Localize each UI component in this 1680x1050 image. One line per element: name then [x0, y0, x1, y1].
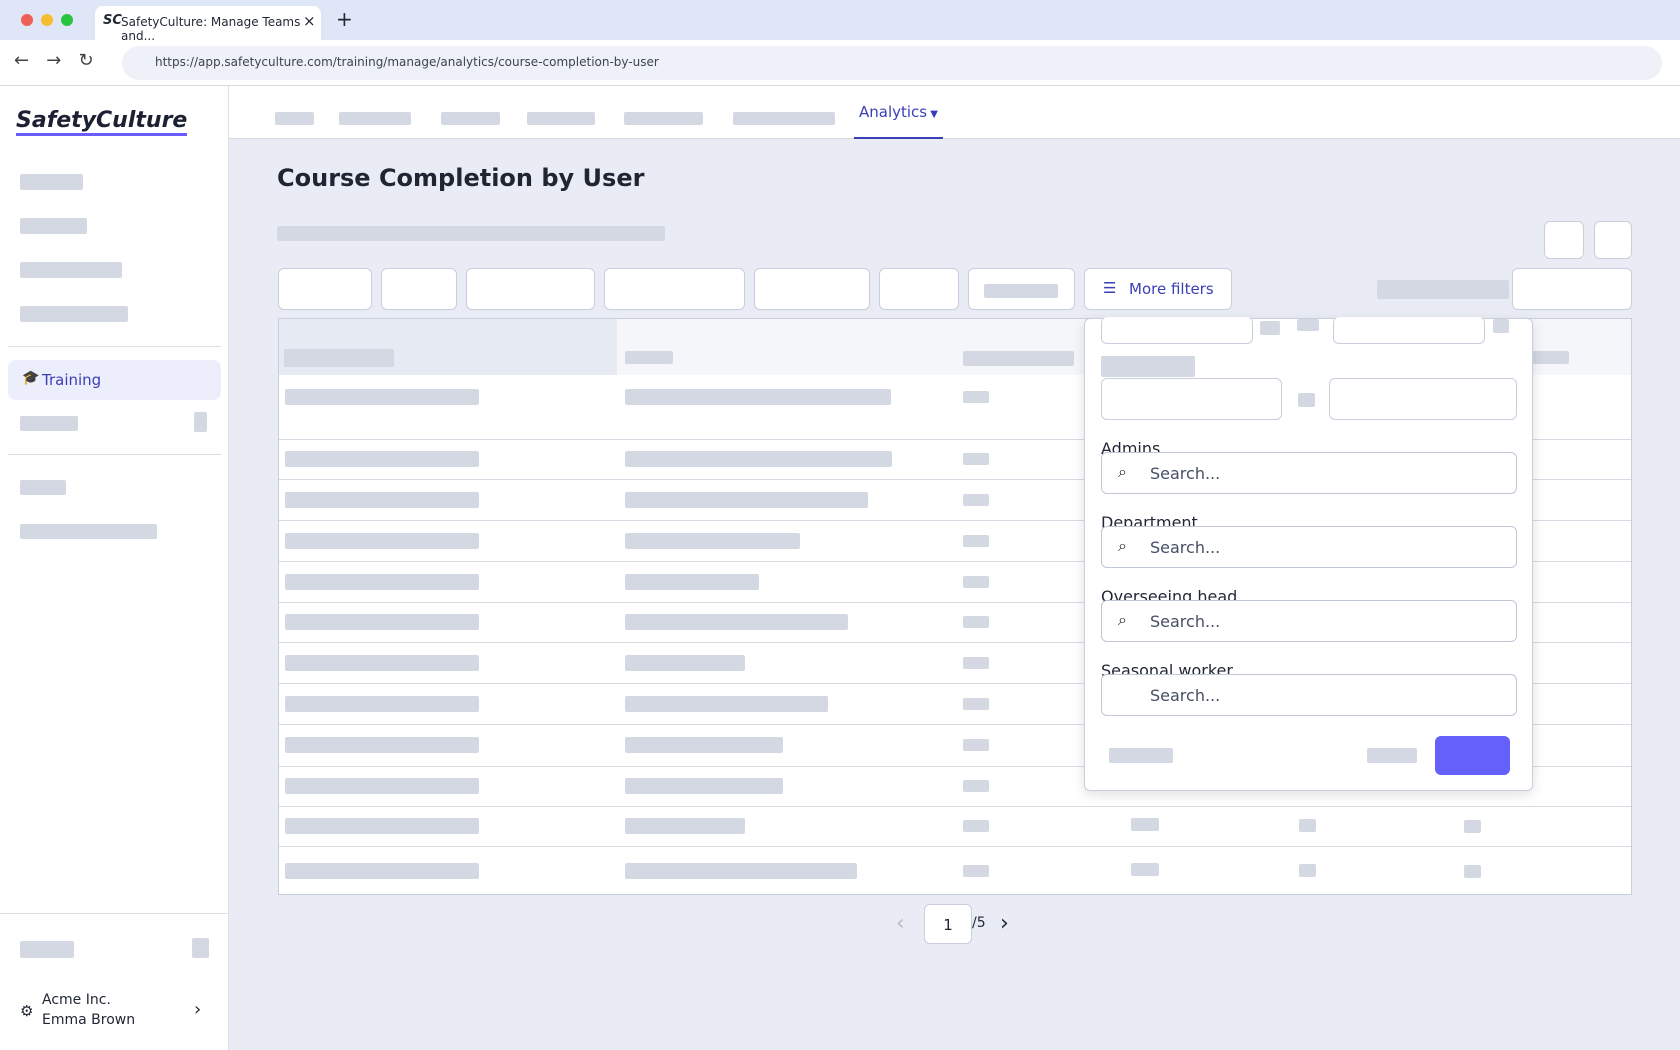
- url: https://app.safetyculture.com/training/m…: [155, 55, 659, 69]
- apply-button[interactable]: [1435, 736, 1510, 775]
- tab-bar: SafetyCulture: Manage Teams and... SC × …: [0, 0, 1680, 43]
- url-field[interactable]: https://app.safetyculture.com/training/m…: [122, 46, 1662, 80]
- tab-label: Analytics: [859, 103, 928, 121]
- search-input[interactable]: ⌕ Search...: [1101, 452, 1517, 494]
- tab[interactable]: SafetyCulture: Manage Teams and... SC ×: [95, 6, 321, 43]
- page-number: 1: [943, 916, 953, 934]
- placeholder: Search...: [1150, 538, 1221, 557]
- placeholder: Search...: [1150, 464, 1221, 483]
- nav-training[interactable]: 🎓 Training: [8, 360, 221, 400]
- org-name: Acme Inc.: [42, 992, 111, 1008]
- search-input[interactable]: ⌕ Search...: [1101, 600, 1517, 642]
- page-input[interactable]: 1: [924, 904, 972, 944]
- placeholder: Search...: [1150, 686, 1221, 705]
- top-nav: Analytics ▼: [229, 86, 1680, 139]
- nav-label: Training: [42, 371, 102, 389]
- analytics-tab[interactable]: Analytics ▼: [854, 102, 943, 139]
- next-page[interactable]: ›: [1000, 911, 1009, 936]
- search-input[interactable]: Search...: [1101, 674, 1517, 716]
- filter-panel: Admins ⌕ Search... Department ⌕ Search... Over…: [1084, 317, 1533, 791]
- search-input[interactable]: ⌕ Search...: [1101, 526, 1517, 568]
- tab-title: SafetyCulture: Manage Teams and...: [121, 15, 301, 43]
- user-name: Emma Brown: [42, 1012, 136, 1028]
- page-title: Course Completion by User: [277, 164, 645, 192]
- button-label: More filters: [1129, 280, 1214, 298]
- logo: SafetyCulture: [16, 108, 188, 136]
- prev-page[interactable]: ‹: [896, 911, 905, 936]
- new-tab[interactable]: +: [336, 7, 353, 31]
- org-switcher[interactable]: ⚙ Acme Inc. Emma Brown ›: [20, 992, 202, 1028]
- address-bar: ← → ↻ https://app.safetyculture.com/trai…: [0, 40, 1680, 86]
- placeholder: Search...: [1150, 612, 1221, 631]
- sidebar: SafetyCulture 🎓 Training ⚙ Acme Inc. Emm…: [0, 86, 229, 1050]
- page-total: /5: [972, 915, 986, 931]
- more-filters-button[interactable]: ☰ More filters: [1084, 268, 1232, 310]
